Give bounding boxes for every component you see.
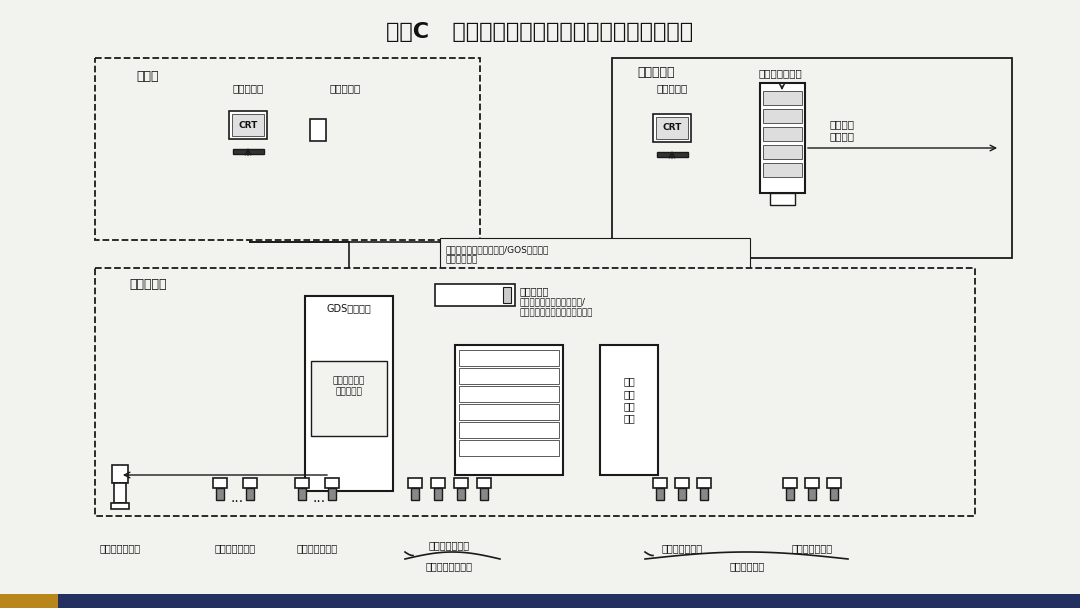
Text: 有毒气体探测器: 有毒气体探测器 [296,543,338,553]
Text: 显示操作站: 显示操作站 [232,83,264,93]
Bar [827,478,841,488]
Text: 单元故障信号: 单元故障信号 [445,255,477,264]
Bar [95,268,975,516]
Bar [431,478,445,488]
Text: 消防联动报警信号: 消防联动报警信号 [426,561,473,571]
Text: 声光警报器: 声光警报器 [329,83,361,93]
Text: 程控交换机: 程控交换机 [519,286,550,296]
Bar [459,422,559,438]
Bar [805,478,819,488]
Bar [459,386,559,402]
Bar [656,117,688,139]
Bar [786,488,794,500]
Bar [653,478,667,488]
Text: 专用可燃气体
报警控制器: 专用可燃气体 报警控制器 [333,376,365,396]
Bar [0,594,1080,608]
Bar [762,163,802,177]
Text: 可燃气体探测器: 可燃气体探测器 [429,540,470,550]
Bar [697,478,711,488]
Bar [229,111,267,139]
Bar [295,478,309,488]
Text: 附录C   可燃气体和有毒气体检测报警系统配置图: 附录C 可燃气体和有毒气体检测报警系统配置图 [387,22,693,42]
Bar [216,488,224,500]
Bar [653,114,691,142]
Bar [600,345,658,475]
Bar [328,488,336,500]
Bar [454,478,468,488]
Bar [411,488,419,500]
Bar [656,488,664,500]
Bar [310,119,326,141]
Text: 有毒气体探测器: 有毒气体探测器 [792,543,833,553]
Bar [459,368,559,384]
Bar [760,83,805,193]
Bar [808,488,816,500]
Bar [455,345,563,475]
Bar [435,284,515,306]
Bar [440,238,750,268]
Text: 安全
仪表
系统
机柜: 安全 仪表 系统 机柜 [623,376,635,424]
Bar [112,465,129,483]
Bar [232,114,264,136]
Bar [700,488,708,500]
Text: ...: ... [230,491,244,505]
Text: 现场机柜室: 现场机柜室 [130,278,166,291]
Text: 可燃气体消防联动报警信号/: 可燃气体消防联动报警信号/ [519,297,586,306]
Text: 可燃气体探测器: 可燃气体探测器 [215,543,256,553]
Bar [657,152,688,157]
Text: 安全联锁信号: 安全联锁信号 [729,561,765,571]
Bar [459,404,559,420]
Bar [477,478,491,488]
Bar [783,478,797,488]
Text: CRT: CRT [662,123,681,133]
Bar [459,350,559,366]
Bar [111,503,129,509]
Bar [675,478,689,488]
Bar [480,488,488,500]
Polygon shape [659,142,685,152]
Text: 火灾报警控制器: 火灾报警控制器 [758,68,801,78]
Bar [0,594,58,608]
Bar [678,488,686,500]
Bar [408,478,422,488]
Bar [762,127,802,141]
Bar [612,58,1012,258]
Bar [114,483,126,503]
Text: 现场区域警报器: 现场区域警报器 [99,543,140,553]
Bar [213,478,227,488]
Text: 控制室: 控制室 [137,69,159,83]
Bar [770,193,795,205]
Bar [311,361,387,436]
Polygon shape [235,139,261,149]
Text: 消防联动
控制信号: 消防联动 控制信号 [831,119,855,141]
Bar [243,478,257,488]
Text: 专用可燃气体报警控制故障信号: 专用可燃气体报警控制故障信号 [519,308,594,317]
Bar [434,488,442,500]
Text: 消防控制室: 消防控制室 [637,66,675,80]
Bar [762,91,802,105]
Text: GDS系统机柜: GDS系统机柜 [326,303,372,313]
Bar [246,488,254,500]
Bar [233,149,264,154]
Text: 可燃气体探测器: 可燃气体探测器 [661,543,703,553]
Bar [95,58,480,240]
Bar [457,488,465,500]
Text: ...: ... [312,491,325,505]
Polygon shape [310,111,326,119]
Bar [762,109,802,123]
Text: CRT: CRT [239,120,258,130]
Text: 可燃气体第二级报警信号/GOS报警控制: 可燃气体第二级报警信号/GOS报警控制 [445,245,549,254]
Bar [305,296,393,491]
Bar [298,488,306,500]
Text: 显示操作站: 显示操作站 [657,83,688,93]
Bar [325,478,339,488]
Bar [459,440,559,456]
Bar [503,287,511,303]
Bar [762,145,802,159]
Bar [831,488,838,500]
